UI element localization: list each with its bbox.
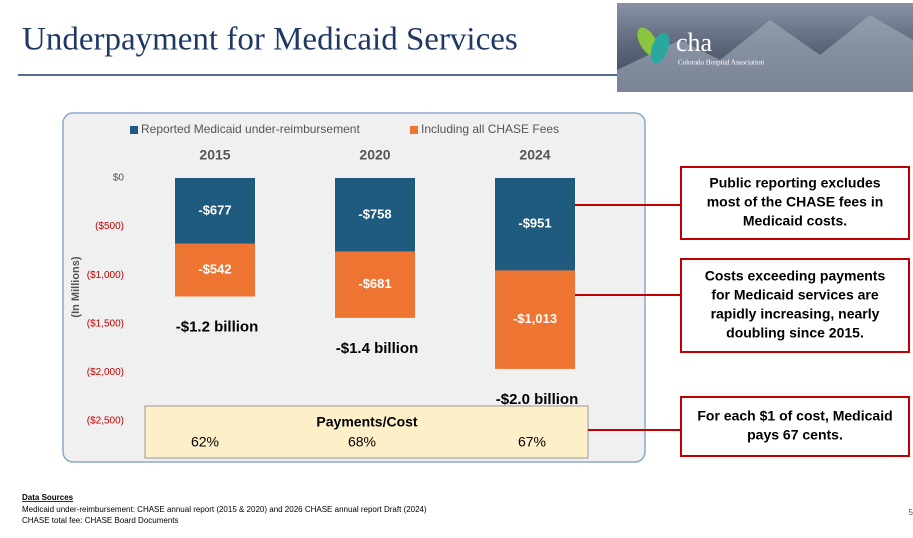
sources-line: CHASE total fee: CHASE Board Documents: [22, 516, 179, 525]
y-tick-label: ($1,500): [87, 318, 124, 329]
callout-text: Medicaid costs.: [743, 213, 847, 229]
callout-text: most of the CHASE fees in: [707, 194, 884, 210]
total-label: -$2.0 billion: [496, 391, 579, 408]
legend-label: Including all CHASE Fees: [421, 122, 559, 136]
payments-value: 62%: [191, 434, 219, 450]
y-tick-label: ($500): [95, 221, 124, 232]
payments-title: Payments/Cost: [316, 414, 417, 430]
callout-text: Public reporting excludes: [709, 175, 880, 191]
legend-label: Reported Medicaid under-reimbursement: [141, 122, 360, 136]
bar: [175, 243, 255, 297]
total-label: -$1.2 billion: [176, 318, 259, 335]
callout-text: For each $1 of cost, Medicaid: [697, 408, 892, 424]
callout-text: Costs exceeding payments: [705, 268, 886, 284]
logo: cha Colorado Hospital Association: [617, 3, 913, 92]
callout-text: rapidly increasing, nearly: [711, 306, 880, 322]
bar: [335, 178, 415, 252]
value-label: -$1,013: [513, 311, 557, 326]
logo-subtitle: Colorado Hospital Association: [678, 59, 764, 67]
y-axis-label: (In Millions): [70, 256, 82, 317]
value-label: -$542: [198, 262, 231, 277]
value-label: -$951: [518, 216, 551, 231]
value-label: -$758: [358, 206, 391, 221]
logo-leaf: [650, 32, 670, 64]
callout-box: [680, 166, 910, 240]
callout-box: [680, 396, 910, 457]
category-label: 2020: [359, 147, 390, 163]
bar: [335, 251, 415, 318]
callout-lines: [575, 204, 681, 431]
category-label: 2024: [519, 147, 550, 163]
y-tick-label: ($2,000): [87, 367, 124, 378]
payments-box: [144, 405, 589, 459]
legend-swatch: [130, 126, 138, 134]
sources-line: Medicaid under-reimbursement: CHASE annu…: [22, 505, 427, 514]
legend-swatch: [410, 126, 418, 134]
sources-title: Data Sources: [22, 493, 74, 502]
page-number: 5: [909, 508, 913, 517]
total-label: -$1.4 billion: [336, 340, 419, 357]
y-tick-label: ($2,500): [87, 416, 124, 427]
y-tick-label: $0: [113, 173, 125, 184]
logo-text: cha: [676, 28, 713, 57]
payments-value: 68%: [348, 434, 376, 450]
callout-text: pays 67 cents.: [747, 427, 843, 443]
bar: [495, 270, 575, 369]
callout-text: for Medicaid services are: [711, 287, 879, 303]
bar: [175, 178, 255, 244]
mountains: [617, 15, 913, 92]
slide-title: Underpayment for Medicaid Services: [22, 22, 518, 58]
y-tick-label: ($1,000): [87, 270, 124, 281]
callout-text: doubling since 2015.: [726, 325, 864, 341]
payments-value: 67%: [518, 434, 546, 450]
value-label: -$677: [198, 202, 231, 217]
callout-box: [680, 258, 910, 353]
bar: [495, 178, 575, 271]
value-label: -$681: [358, 276, 391, 291]
category-label: 2015: [199, 147, 230, 163]
